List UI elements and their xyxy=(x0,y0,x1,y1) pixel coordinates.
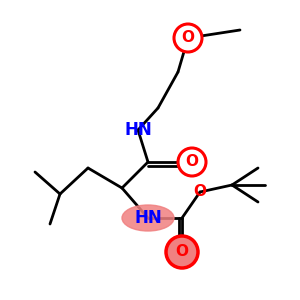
Circle shape xyxy=(174,24,202,52)
Text: O: O xyxy=(176,244,188,260)
Ellipse shape xyxy=(122,205,174,231)
Text: O: O xyxy=(194,184,206,200)
Text: O: O xyxy=(185,154,199,169)
Text: HN: HN xyxy=(124,121,152,139)
Circle shape xyxy=(178,148,206,176)
Circle shape xyxy=(166,236,198,268)
Text: O: O xyxy=(182,31,194,46)
Text: HN: HN xyxy=(134,209,162,227)
